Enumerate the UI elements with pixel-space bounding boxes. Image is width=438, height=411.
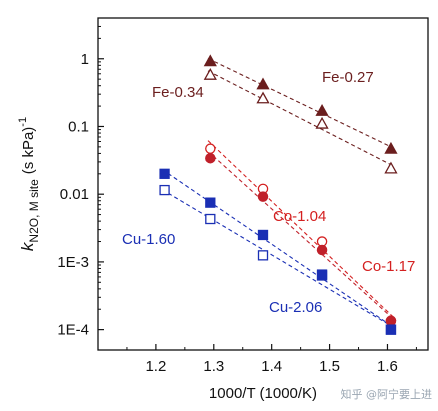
y-axis-symbol: k [18,241,37,251]
x-tick-label: 1.4 [261,358,282,375]
y-axis-units: (s kPa) [20,127,37,175]
y-tick-label: 1E-3 [57,254,89,271]
y-axis-superscript: -1 [17,117,29,127]
y-tick-label: 1 [81,51,89,68]
point-fe-0-34 [384,161,398,174]
point-co-1-04 [205,143,216,154]
point-cu-2-06 [385,324,397,335]
trend-line-co-1-17 [207,150,394,320]
y-axis-subscript: N2O, M site [27,179,41,243]
trend-lines [161,58,394,328]
watermark: 知乎 @阿宁要上进 [341,387,433,401]
data-markers [159,54,398,335]
point-co-1-17 [257,191,269,202]
point-co-1-17 [385,315,397,327]
point-fe-0-34 [203,67,217,80]
point-fe-0-27 [203,54,217,67]
axis-ticks: 1.2 1.3 1.4 1.5 1.6 1E-4 1E-3 0.01 0.1 1 [57,17,417,375]
series-label-fe-0-34: Fe-0.34 [152,84,204,101]
point-cu-2-06 [257,229,269,241]
plot-frame [97,17,429,351]
x-tick-label: 1.5 [319,358,340,375]
trend-line-cu-2-06 [161,169,394,328]
series-label-co-1-17: Co-1.17 [362,258,415,275]
point-cu-1-60 [257,250,269,261]
series-label-fe-0-27: Fe-0.27 [322,69,374,86]
x-axis-title: 1000/T (1000/K) [209,385,317,402]
point-co-1-17 [205,152,216,164]
point-fe-0-34 [315,116,329,129]
y-tick-label: 0.01 [60,186,89,203]
series-label-cu-2-06: Cu-2.06 [269,299,322,316]
x-tick-label: 1.2 [145,358,166,375]
trend-line-fe-0-27 [207,58,394,149]
y-tick-label: 0.1 [68,118,89,135]
trend-line-cu-1-60 [161,189,394,328]
point-fe-0-34 [256,91,270,104]
x-tick-label: 1.6 [377,358,398,375]
point-cu-2-06 [205,197,216,208]
y-axis-title: kN2O, M site (s kPa)-1 [17,117,41,251]
series-label-co-1-04: Co-1.04 [273,208,326,225]
point-fe-0-27 [256,77,270,90]
point-cu-1-60 [205,213,216,225]
point-fe-0-27 [315,104,329,116]
y-tick-label: 1E-4 [57,322,89,339]
point-cu-1-60 [159,184,170,196]
x-tick-label: 1.3 [203,358,224,375]
point-cu-2-06 [159,168,170,179]
trend-line-co-1-04 [207,140,394,318]
point-fe-0-27 [384,141,398,154]
point-co-1-17 [316,244,328,256]
series-label-cu-1-60: Cu-1.60 [122,231,175,248]
point-cu-2-06 [316,269,328,280]
